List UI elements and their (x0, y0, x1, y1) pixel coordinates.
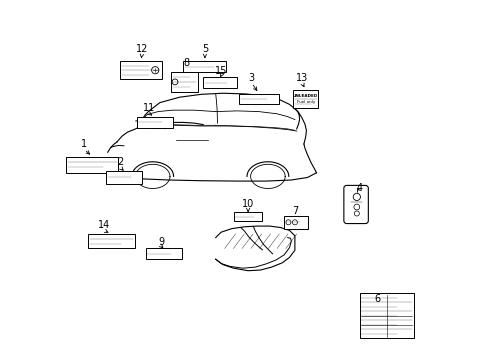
Bar (183, 61, 226, 72)
Bar (106, 171, 142, 184)
Text: 6: 6 (374, 294, 380, 304)
Text: 8: 8 (183, 58, 189, 68)
Text: 14: 14 (98, 220, 110, 230)
Text: 15: 15 (214, 66, 227, 76)
Bar (136, 117, 172, 128)
Text: 2: 2 (117, 157, 123, 167)
Text: Fuel only: Fuel only (296, 100, 314, 104)
Bar (66, 157, 118, 173)
Bar (203, 77, 237, 88)
Bar (145, 248, 181, 259)
Bar (284, 216, 307, 229)
Text: 7: 7 (291, 206, 297, 216)
Bar (233, 212, 262, 221)
Bar (292, 90, 318, 108)
Bar (88, 234, 134, 248)
Bar (359, 293, 413, 338)
Text: 11: 11 (142, 103, 155, 113)
Text: 9: 9 (158, 237, 164, 247)
Text: 5: 5 (202, 44, 207, 54)
Bar (170, 72, 197, 92)
Text: 3: 3 (248, 73, 254, 83)
Text: 12: 12 (136, 44, 148, 54)
Bar (120, 61, 162, 79)
FancyBboxPatch shape (343, 185, 367, 224)
Text: 10: 10 (242, 199, 254, 209)
Text: 13: 13 (295, 73, 307, 83)
Text: UNLEADED: UNLEADED (292, 94, 318, 98)
Text: 1: 1 (81, 139, 87, 149)
Bar (239, 94, 278, 104)
Text: 4: 4 (356, 183, 362, 193)
